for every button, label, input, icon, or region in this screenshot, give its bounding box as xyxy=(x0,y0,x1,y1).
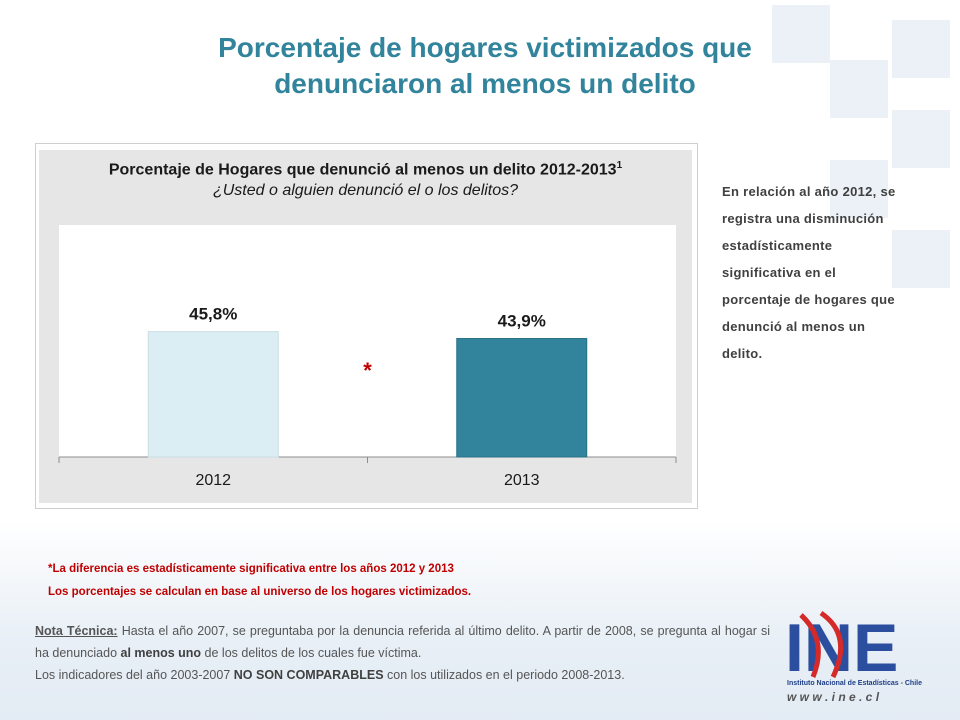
chart-title-text: Porcentaje de Hogares que denunció al me… xyxy=(108,161,617,179)
bar-2012 xyxy=(147,331,279,458)
technical-note-text-3: Los indicadores del año 2003-2007 xyxy=(35,668,234,682)
bottom-gradient xyxy=(0,520,960,720)
significance-note: *La diferencia es estadísticamente signi… xyxy=(48,563,454,575)
chart-subtitle: ¿Usted o alguien denunció el o los delit… xyxy=(212,182,519,199)
data-label-2013: 43,9% xyxy=(498,312,546,331)
page-title: Porcentaje de hogares victimizados que d… xyxy=(90,30,880,102)
background-decoration xyxy=(760,0,960,720)
x-tick-label-2013: 2013 xyxy=(504,472,540,489)
technical-note-text-1: Hasta el año 2007, se preguntaba por la … xyxy=(35,624,770,660)
bar-2013 xyxy=(456,338,588,458)
technical-note-text-4: con los utilizados en el periodo 2008-20… xyxy=(383,668,625,682)
technical-note: Nota Técnica: Hasta el año 2007, se preg… xyxy=(35,620,770,686)
technical-note-label: Nota Técnica: xyxy=(35,624,118,638)
bar-chart-plot: 45,8% 2012 43,9% 2013 * xyxy=(58,225,677,489)
logo-caption: Instituto Nacional de Estadísticas - Chi… xyxy=(787,680,922,687)
x-tick-label-2012: 2012 xyxy=(195,472,231,489)
base-note: Los porcentajes se calculan en base al u… xyxy=(48,586,472,598)
page-title-line2: denunciaron al menos un delito xyxy=(274,68,696,99)
page-title-line1: Porcentaje de hogares victimizados que xyxy=(218,32,752,63)
ine-logo-icon: INE Instituto Nacional de Estadísticas -… xyxy=(785,610,922,704)
data-label-2012: 45,8% xyxy=(189,305,237,324)
chart-title: Porcentaje de Hogares que denunció al me… xyxy=(39,160,692,179)
technical-note-bold-1: al menos uno xyxy=(120,646,202,660)
logo-url: w w w . i n e . c l xyxy=(787,690,880,704)
technical-note-bold-2: NO SON COMPARABLES xyxy=(233,668,384,682)
significance-marker: * xyxy=(363,358,372,383)
chart-title-footnote: 1 xyxy=(616,160,623,171)
chart-area: Porcentaje de Hogares que denunció al me… xyxy=(39,150,692,503)
technical-note-text-2: de los delitos de los cuales fue víctima… xyxy=(201,646,422,660)
chart-frame: Porcentaje de Hogares que denunció al me… xyxy=(35,143,698,509)
summary-text: En relación al año 2012, se registra una… xyxy=(722,184,896,361)
